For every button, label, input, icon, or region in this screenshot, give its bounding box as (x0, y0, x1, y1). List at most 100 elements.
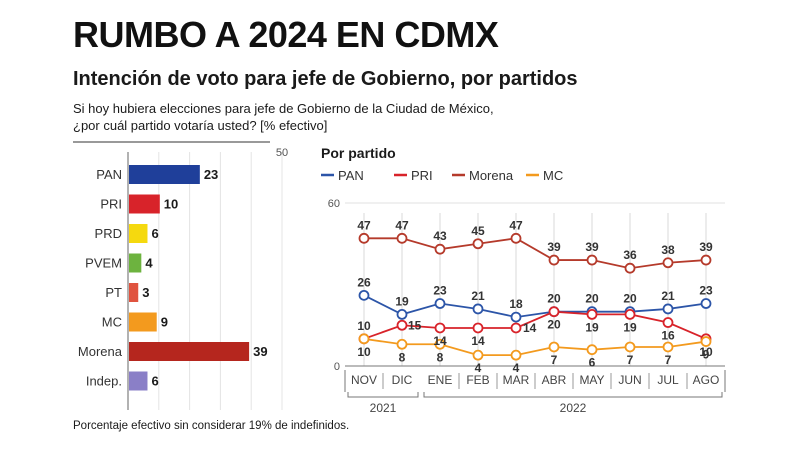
data-label: 16 (661, 329, 675, 343)
line-chart-title: Por partido (321, 145, 396, 161)
data-point (434, 298, 446, 309)
bar-value-label: 4 (145, 256, 153, 271)
y-tick-label: 60 (328, 198, 340, 210)
bar (129, 342, 250, 361)
survey-question-line-1: Si hoy hubiera elecciones para jefe de G… (73, 101, 494, 116)
data-label: 9 (703, 348, 710, 362)
data-label: 43 (433, 229, 447, 243)
bar (129, 165, 200, 184)
legend-label: PRI (411, 168, 433, 183)
survey-question-line-2: ¿por cuál partido votaría usted? [% efec… (73, 118, 328, 133)
bar-value-label: 6 (151, 374, 158, 389)
data-point (472, 322, 484, 334)
bar-category-label: PVEM (85, 256, 122, 271)
bar-value-label: 10 (164, 197, 178, 212)
data-point (510, 349, 522, 361)
bar (129, 283, 139, 302)
data-point (396, 308, 408, 320)
data-label: 21 (471, 289, 485, 303)
data-point (472, 303, 484, 315)
series-line (363, 294, 707, 319)
data-point (662, 257, 674, 269)
data-label: 39 (585, 240, 599, 254)
bar-value-label: 23 (204, 167, 218, 182)
data-point (624, 262, 636, 274)
bar-category-label: PT (105, 285, 122, 300)
y-tick-label: 0 (334, 361, 340, 373)
data-label: 36 (623, 248, 637, 262)
data-label: 45 (471, 224, 485, 238)
series-line (363, 337, 707, 357)
x-tick-label: FEB (466, 373, 489, 387)
data-label: 19 (623, 320, 637, 334)
bar-value-label: 9 (161, 315, 168, 330)
data-point (586, 254, 598, 266)
data-point (700, 336, 712, 347)
bar-category-label: Indep. (86, 374, 122, 389)
data-label: 14 (433, 334, 447, 348)
data-point (586, 344, 598, 356)
data-point (434, 338, 446, 350)
legend-label: MC (543, 168, 563, 183)
data-label: 8 (399, 350, 406, 364)
x-tick-label: AGO (693, 373, 720, 387)
data-point (700, 298, 712, 309)
data-point (548, 306, 560, 318)
data-label: 10 (357, 319, 371, 333)
data-point (700, 254, 712, 266)
data-label: 14 (523, 321, 537, 335)
data-label: 8 (437, 350, 444, 364)
x-tick-label: MAR (503, 373, 530, 387)
data-label: 26 (357, 275, 371, 289)
data-point (396, 338, 408, 350)
data-label: 20 (547, 318, 561, 332)
bar (129, 371, 148, 391)
data-point (510, 311, 522, 323)
year-label: 2021 (370, 401, 397, 415)
data-point (358, 289, 370, 301)
data-label: 19 (585, 320, 599, 334)
data-label: 39 (699, 240, 713, 254)
bar-category-label: PRD (95, 226, 122, 241)
data-label: 23 (433, 284, 447, 298)
data-point (472, 349, 484, 361)
data-point (548, 254, 560, 266)
data-point (434, 243, 446, 255)
data-label: 15 (408, 318, 422, 332)
data-label: 20 (623, 292, 637, 306)
data-label: 7 (551, 353, 558, 367)
bar-axis-tick-label: 50 (276, 147, 288, 159)
year-bracket (347, 392, 419, 398)
data-label: 47 (357, 218, 371, 232)
data-point (662, 317, 674, 328)
data-point (472, 238, 484, 250)
data-label: 20 (585, 292, 599, 306)
data-label: 23 (699, 284, 713, 298)
bar-value-label: 3 (142, 285, 149, 300)
data-label: 19 (395, 294, 409, 308)
data-label: 18 (509, 297, 523, 311)
year-label: 2022 (560, 401, 587, 415)
data-label: 38 (661, 243, 675, 257)
data-point (396, 232, 408, 244)
data-label: 7 (665, 353, 672, 367)
x-tick-label: NOV (351, 373, 377, 387)
x-tick-label: MAY (579, 373, 604, 387)
bar-value-label: 6 (151, 226, 158, 241)
year-bracket (423, 392, 723, 398)
series-line (363, 310, 707, 340)
x-tick-label: DIC (392, 373, 413, 387)
bar (129, 312, 157, 332)
data-label: 14 (471, 334, 485, 348)
page-title: RUMBO A 2024 EN CDMX (73, 14, 499, 55)
data-label: 6 (589, 356, 596, 370)
data-label: 47 (395, 218, 409, 232)
data-point (624, 341, 636, 353)
data-label: 4 (513, 361, 520, 375)
series-line (364, 237, 707, 270)
x-tick-label: ENE (428, 373, 453, 387)
data-point (434, 322, 446, 334)
x-tick-label: JUN (618, 373, 641, 387)
data-label: 10 (699, 345, 713, 359)
